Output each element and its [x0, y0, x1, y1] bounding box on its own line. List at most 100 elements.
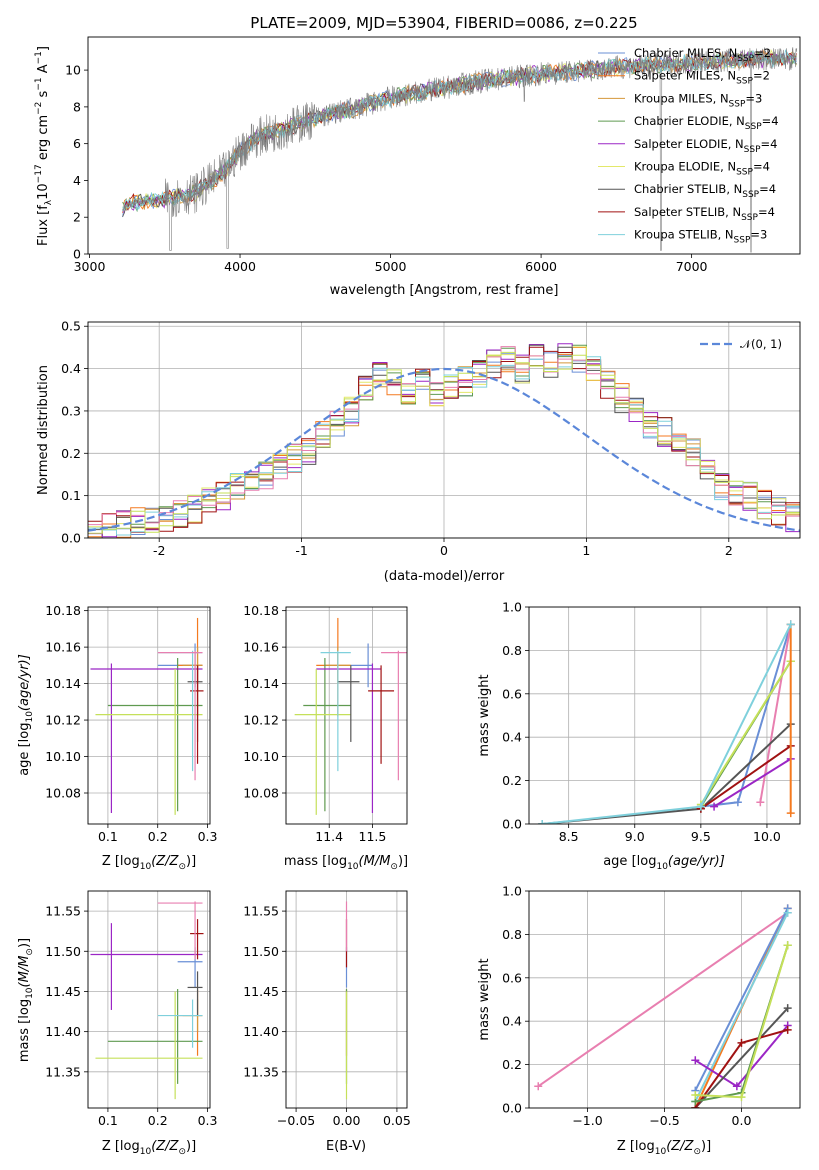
x-axis-label: mass [log10(M/M⊙)] [284, 854, 408, 872]
x-axis-label-part: 10 [140, 862, 152, 872]
histogram-series [88, 351, 800, 534]
weight-series [542, 723, 792, 824]
histogram-series [88, 346, 800, 529]
x-axis-label-part: (Z/Z [151, 854, 179, 869]
x-tick-label: 3000 [74, 259, 106, 274]
legend-entry-part: =4 [761, 137, 778, 151]
weight-marker [783, 908, 792, 917]
weight-marker [783, 941, 792, 950]
legend-entry: Salpeter MILES, NSSP=2 [634, 69, 770, 87]
y-tick-label: 6 [73, 136, 81, 151]
x-tick-label: -1 [295, 543, 307, 558]
weight-marker [737, 1093, 746, 1102]
x-axis-label: Z [log10(Z/Z⊙)] [102, 1139, 196, 1157]
y-tick-label: 10.12 [45, 713, 81, 728]
y-tick-label: 0.3 [61, 403, 81, 418]
y-axis-label-part: erg cm [36, 115, 51, 164]
x-tick-label: 9.0 [625, 829, 645, 844]
y-axis-label-part: −1 [34, 77, 44, 90]
y-tick-label: 11.45 [243, 984, 279, 999]
x-axis-label-part: 10 [655, 1147, 667, 1157]
axes-mass-vs-EBV: −0.05 0.00 0.05 11.35 11.40 11.45 11.50 11.55 E(… [243, 890, 411, 1154]
y-axis-label-part: s [36, 90, 51, 101]
x-tick-label: 0.3 [198, 1113, 218, 1128]
y-tick-label: 0 [73, 247, 81, 262]
x-tick-label: 11.5 [359, 829, 387, 844]
legend-entry-part: SSP [729, 99, 746, 109]
axes-frame [285, 606, 408, 825]
legend-entry-part: SSP [734, 236, 751, 246]
x-axis-label-part: Z [log [617, 1139, 655, 1154]
y-axis-label: mass weight [477, 958, 492, 1040]
axes-frame [87, 890, 211, 1109]
y-tick-label: 11.45 [45, 984, 81, 999]
axes-frame [87, 321, 801, 539]
y-axis-label-part: ⊙ [25, 948, 35, 956]
x-tick-label: −1.0 [572, 1113, 602, 1128]
y-axis-label: mass weight [477, 674, 492, 756]
y-tick-label: 0.8 [502, 927, 522, 942]
y-tick-label: 10.10 [45, 749, 81, 764]
x-axis-label-part: ⊙ [178, 1147, 186, 1157]
weight-series [537, 911, 789, 1088]
axes-residuals: -2 -1 0 1 2 0.0 0.1 0.2 0.3 0.4 0.5 𝒩(0, 1) (data-mo… [36, 319, 801, 584]
y-axis-label-part: (M/M [17, 956, 32, 988]
y-tick-label: 0.2 [502, 773, 522, 788]
y-tick-label: 0.8 [502, 643, 522, 658]
legend-entry: Kroupa ELODIE, NSSP=4 [634, 160, 770, 178]
weight-marker [710, 802, 719, 811]
axes-mass-vs-Z: 0.1 0.2 0.3 11.35 11.40 11.45 11.50 11.55 Z [log… [17, 890, 218, 1157]
y-tick-label: 1.0 [502, 600, 522, 615]
legend-entry: Salpeter ELODIE, NSSP=4 [634, 137, 777, 155]
x-axis-label: Z [log10(Z/Z⊙)] [617, 1139, 711, 1157]
y-tick-label: 11.55 [45, 904, 81, 919]
x-tick-label: 0.05 [383, 1113, 411, 1128]
legend-entry: Kroupa STELIB, NSSP=3 [634, 228, 767, 246]
legend-entry: Chabrier ELODIE, NSSP=4 [634, 114, 779, 132]
y-tick-label: 0.4 [502, 1014, 522, 1029]
y-tick-label: 0.1 [61, 488, 81, 503]
y-tick-label: 0.4 [61, 361, 81, 376]
weight-series [713, 758, 792, 808]
y-tick-label: 10.18 [45, 603, 81, 618]
x-axis-label-part: )] [398, 854, 408, 869]
y-tick-label: 11.35 [243, 1064, 279, 1079]
y-tick-label: 0.5 [61, 319, 81, 334]
chart-title: PLATE=2009, MJD=53904, FIBERID=0086, z=0… [250, 14, 637, 32]
x-tick-label: 0.0 [732, 1113, 752, 1128]
legend-entry-part: SSP [737, 54, 754, 64]
axes-frame [285, 890, 408, 1109]
plot-area [88, 891, 210, 1108]
y-tick-label: 10.16 [45, 640, 81, 655]
y-axis-label-part: 10 [36, 183, 51, 200]
weight-marker [783, 1004, 792, 1013]
axes-frame [87, 36, 801, 255]
x-axis-label-part: )] [701, 1139, 711, 1154]
y-axis-label-part: 10 [25, 711, 35, 723]
legend-entry: Chabrier MILES, NSSP=2 [634, 46, 771, 64]
histogram-series [88, 346, 800, 528]
legend-entry-part: Kroupa ELODIE, N [634, 160, 736, 174]
weight-marker [737, 1038, 746, 1047]
weight-marker [786, 809, 795, 818]
weight-marker [786, 620, 795, 629]
x-axis-label-part: ⊙ [693, 1147, 701, 1157]
weight-marker [756, 798, 765, 807]
histogram-series [88, 347, 800, 538]
legend-entry: 𝒩(0, 1) [740, 337, 782, 351]
legend-entry-part: Kroupa MILES, N [634, 91, 729, 105]
y-axis-label-part: )] [17, 938, 32, 948]
x-tick-label: 0.1 [98, 829, 118, 844]
x-tick-label: 0 [440, 543, 448, 558]
x-axis-label-part: 10 [140, 1147, 152, 1157]
legend-entry: Salpeter STELIB, NSSP=4 [634, 205, 775, 223]
legend-entry-part: Chabrier MILES, N [634, 46, 737, 60]
y-tick-label: 10 [65, 63, 81, 78]
x-tick-label: 8.5 [559, 829, 579, 844]
y-axis-label-part: age [log [17, 723, 32, 776]
y-tick-label: 0.4 [502, 730, 522, 745]
plot-area [122, 47, 798, 253]
legend-entry-part: Chabrier STELIB, N [634, 182, 742, 196]
y-axis-label: mass [log10(M/M⊙)] [17, 938, 35, 1062]
